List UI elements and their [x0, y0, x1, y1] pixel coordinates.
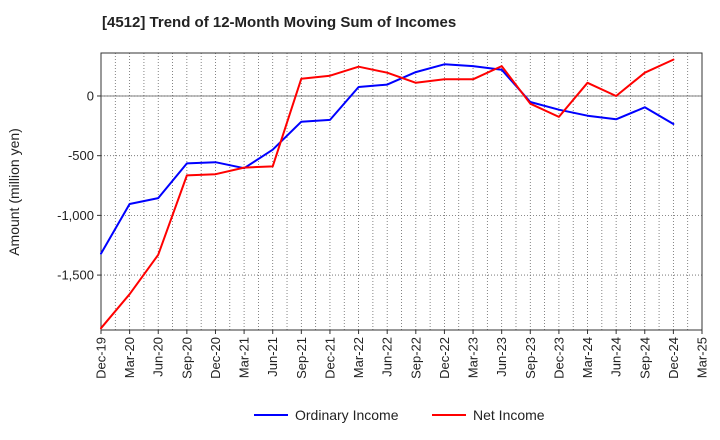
x-tick-label: Dec-21 [322, 337, 337, 379]
x-tick-label: Mar-25 [695, 337, 710, 378]
x-tick-label: Dec-19 [94, 337, 109, 379]
x-tick-label: Mar-20 [122, 337, 137, 378]
x-tick-label: Sep-21 [294, 337, 309, 379]
x-tick-label: Jun-23 [494, 337, 509, 377]
x-tick-label: Sep-24 [637, 337, 652, 379]
legend-label: Ordinary Income [295, 407, 399, 423]
y-tick-label: -1,500 [57, 268, 94, 283]
x-tick-label: Jun-24 [609, 337, 624, 377]
series-line-ordinary-income [100, 63, 675, 255]
x-tick-label: Mar-22 [351, 337, 366, 378]
legend: Ordinary Income Net Income [254, 407, 545, 423]
series-lines [100, 58, 675, 330]
x-tick-label: Dec-23 [551, 337, 566, 379]
axes [100, 52, 703, 331]
x-tick-label: Mar-23 [466, 337, 481, 378]
plot-frame [100, 52, 703, 331]
grid-lines [100, 53, 703, 330]
x-tick-label: Dec-20 [208, 337, 223, 379]
x-tick-label: Mar-24 [580, 337, 595, 378]
y-tick-label: 0 [87, 88, 94, 103]
x-tick-label: Jun-20 [151, 337, 166, 377]
x-tick-label: Jun-21 [265, 337, 280, 377]
x-tick-label: Sep-20 [179, 337, 194, 379]
y-tick-label: -500 [68, 148, 94, 163]
series-line-net-income [100, 58, 675, 330]
x-tick-label: Jun-22 [380, 337, 395, 377]
x-tick-label: Dec-22 [437, 337, 452, 379]
y-tick-labels: 0 -500 -1,000 -1,500 [57, 88, 101, 283]
x-tick-labels: Dec-19 Mar-20 Jun-20 Sep-20 Dec-20 Mar-21 Jun-… [94, 330, 710, 379]
x-tick-label: Sep-22 [408, 337, 423, 379]
x-tick-label: Mar-21 [237, 337, 252, 378]
y-axis-title: Amount (million yen) [6, 128, 22, 256]
x-tick-label: Dec-24 [666, 337, 681, 379]
y-tick-label: -1,000 [57, 208, 94, 223]
chart-title: [4512] Trend of 12-Month Moving Sum of I… [102, 14, 457, 31]
legend-label: Net Income [473, 407, 545, 423]
x-tick-label: Sep-23 [523, 337, 538, 379]
